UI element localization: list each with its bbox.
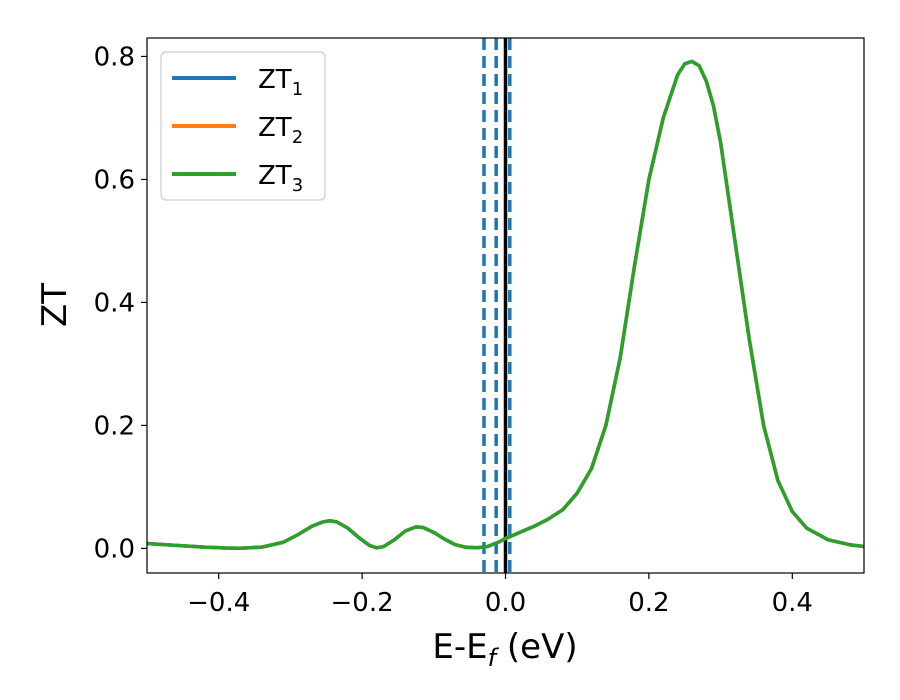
x-tick-label: 0.0 <box>485 588 526 618</box>
x-tick-label: 0.2 <box>628 588 669 618</box>
y-tick-label: 0.6 <box>94 165 135 195</box>
series-lines <box>147 59 864 550</box>
legend-label-zt2: ZT2 <box>258 113 303 148</box>
x-axis-ticks: −0.4 −0.2 0.0 0.2 0.4 <box>187 573 813 618</box>
x-tick-label: 0.4 <box>772 588 813 618</box>
y-axis-ticks: 0.0 0.2 0.4 0.6 0.8 <box>94 42 147 564</box>
vertical-lines <box>482 38 512 573</box>
legend-label-zt3: ZT3 <box>258 161 303 196</box>
y-tick-label: 0.8 <box>94 42 135 72</box>
x-tick-label: −0.2 <box>331 588 394 618</box>
y-tick-label: 0.0 <box>94 534 135 564</box>
legend-label-zt1: ZT1 <box>258 65 303 100</box>
x-tick-label: −0.4 <box>187 588 250 618</box>
legend: ZT1 ZT2 ZT3 <box>160 51 326 201</box>
x-axis-label: E-Ef (eV) <box>432 627 577 672</box>
series-line-zt3 <box>147 59 864 550</box>
y-tick-label: 0.4 <box>94 288 135 318</box>
y-tick-label: 0.2 <box>94 411 135 441</box>
legend-box <box>160 51 326 201</box>
y-axis-label: ZT <box>35 283 75 327</box>
